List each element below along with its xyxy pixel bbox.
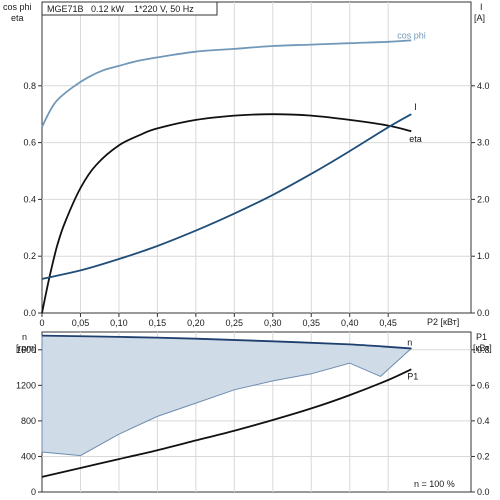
left-axis-label-line1: cos phi bbox=[3, 2, 32, 12]
x-tick-label: 0,10 bbox=[110, 318, 128, 328]
speed-tick-label: 0 bbox=[31, 487, 36, 497]
power-axis-label: P1 bbox=[476, 332, 487, 342]
series-label-p1: P1 bbox=[407, 371, 418, 381]
x-axis-label: P2 [кВт] bbox=[427, 317, 459, 327]
speed-axis-unit: [rpm] bbox=[16, 343, 37, 353]
x-tick-label: 0,15 bbox=[149, 318, 167, 328]
y-left-tick-label: 0.2 bbox=[23, 251, 36, 261]
y-right-tick-label: 1.0 bbox=[477, 251, 490, 261]
y-right-tick-label: 4.0 bbox=[477, 81, 490, 91]
y-left-tick-label: 0.8 bbox=[23, 81, 36, 91]
x-tick-label: 0,25 bbox=[226, 318, 244, 328]
power-tick-label: 0.6 bbox=[477, 380, 490, 390]
x-tick-label: 0,20 bbox=[187, 318, 205, 328]
left-axis-label-line2: eta bbox=[11, 13, 24, 23]
x-tick-label: 0,35 bbox=[302, 318, 320, 328]
x-tick-label: 0 bbox=[39, 318, 44, 328]
y-right-tick-label: 3.0 bbox=[477, 138, 490, 148]
speed-tick-label: 800 bbox=[21, 416, 36, 426]
power-tick-label: 0.0 bbox=[477, 487, 490, 497]
y-right-tick-label: 0.0 bbox=[477, 308, 490, 318]
speed-tick-label: 1600 bbox=[16, 345, 36, 355]
speed-tick-label: 1200 bbox=[16, 380, 36, 390]
speed-tick-label: 400 bbox=[21, 451, 36, 461]
bottom-ticks: 0 400 800 1200 1600 0.0 0.2 0.4 0.6 0.8 bbox=[16, 345, 490, 497]
title-box bbox=[41, 1, 218, 16]
y-left-tick-label: 0.4 bbox=[23, 194, 36, 204]
series-label-n: n bbox=[407, 337, 412, 347]
y-right-tick-label: 2.0 bbox=[477, 194, 490, 204]
series-label-eta: eta bbox=[409, 134, 422, 144]
x-tick-label: 0,45 bbox=[379, 318, 397, 328]
x-tick-label: 0,30 bbox=[264, 318, 282, 328]
series-line-n bbox=[41, 334, 412, 350]
top-grid bbox=[42, 2, 471, 313]
x-tick-label: 0,40 bbox=[341, 318, 359, 328]
y-left-tick-label: 0.0 bbox=[23, 308, 36, 318]
power-tick-label: 0.4 bbox=[477, 416, 490, 426]
top-plot-frame bbox=[41, 1, 472, 314]
power-tick-label: 0.8 bbox=[477, 345, 490, 355]
speed-power-chart: n P1 0 400 800 1200 1600 0.0 0.2 0.4 0.6 0.8 n [rp… bbox=[16, 331, 492, 497]
series-label-i: I bbox=[414, 102, 417, 112]
speed-axis-label: n bbox=[22, 332, 27, 342]
series-label-cos-phi: cos phi bbox=[397, 30, 426, 40]
y-left-tick-label: 0.6 bbox=[23, 138, 36, 148]
chart-title: MGE71B 0.12 kW 1*220 V, 50 Hz bbox=[47, 4, 194, 14]
power-tick-label: 0.2 bbox=[477, 451, 490, 461]
speed-annotation: n = 100 % bbox=[414, 479, 455, 489]
series-line-p1 bbox=[41, 368, 412, 478]
right-axis-unit: [A] bbox=[474, 13, 485, 23]
bottom-series-group: n P1 bbox=[41, 334, 418, 478]
x-tick-label: 0,05 bbox=[72, 318, 90, 328]
series-line-cos-phi bbox=[41, 39, 412, 128]
power-axis-unit: [кВт] bbox=[473, 343, 492, 353]
series-line-eta bbox=[41, 113, 412, 314]
series-line-i bbox=[41, 113, 412, 280]
right-axis-label: I bbox=[480, 2, 483, 12]
top-ticks: 0 0,05 0,10 0,15 0,20 0,25 0,30 0,35 0,40 0,45 0.0… bbox=[23, 81, 489, 328]
top-series-group: cos phi eta I bbox=[41, 30, 426, 314]
